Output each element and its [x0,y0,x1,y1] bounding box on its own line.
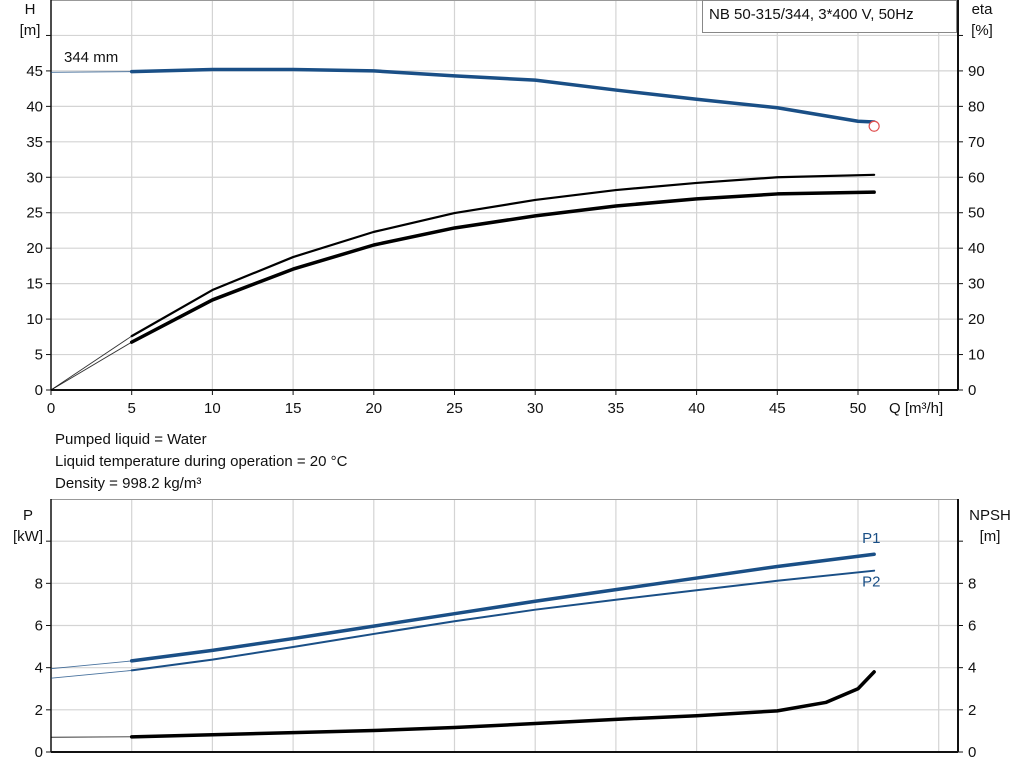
power-y-right-tick-label: 6 [968,618,976,635]
power-y-tick-label: 0 [35,744,43,761]
power-y-label: [kW] [13,528,43,545]
title-box [702,0,957,33]
hq-x-tick-label: 30 [527,400,544,417]
hq-y-tick-label: 10 [26,311,43,328]
hq-series-1-line [130,173,876,338]
hq-x-tick-label: 5 [128,400,136,417]
hq-y-tick-label: 15 [26,276,43,293]
hq-series-2-extension [50,341,132,391]
hq-x-label: Q [m³/h] [889,400,943,417]
hq-x-tick-label: 35 [608,400,625,417]
hq-series-0-extension [50,71,132,73]
density-text: Density = 998.2 kg/m³ [55,475,202,492]
hq-y-tick-label: 0 [35,382,43,399]
impeller-diameter-label: 344 mm [64,49,118,66]
hq-y-right-tick-label: 0 [968,382,976,399]
hq-y-label: H [25,1,36,18]
hq-x-tick-label: 20 [365,400,382,417]
power-series-p2-extension [50,669,132,679]
power-series-2-line [129,670,876,739]
hq-series-1-extension [50,335,132,391]
power-series-p1-extension [50,660,132,670]
hq-y-right-tick-label: 90 [968,63,985,80]
power-y-tick-label: 6 [35,618,43,635]
power-series-p2-label: P2 [862,574,880,591]
hq-y-tick-label: 5 [35,347,43,364]
power-y-right-label: [m] [980,528,1001,545]
hq-y-right-tick-label: 80 [968,98,985,115]
liquid-temperature-text: Liquid temperature during operation = 20… [55,453,348,470]
power-y-tick-label: 2 [35,702,43,719]
hq-series-2-line [129,190,876,344]
hq-y-tick-label: 25 [26,205,43,222]
hq-y-right-tick-label: 10 [968,347,985,364]
hq-y-right-tick-label: 50 [968,205,985,222]
power-series-p1-line [129,552,876,663]
power-y-right-label: NPSH [969,507,1011,524]
hq-x-tick-label: 0 [47,400,55,417]
hq-y-tick-label: 30 [26,169,43,186]
power-y-tick-label: 4 [35,660,43,677]
power-series-p1-label: P1 [862,530,880,547]
hq-y-right-label: [%] [971,22,993,39]
power-y-right-tick-label: 4 [968,660,976,677]
hq-y-tick-label: 40 [26,98,43,115]
hq-y-right-tick-label: 30 [968,276,985,293]
end-point-marker [868,120,880,132]
hq-x-tick-label: 10 [204,400,221,417]
hq-y-tick-label: 20 [26,240,43,257]
hq-y-right-tick-label: 20 [968,311,985,328]
power-y-right-tick-label: 2 [968,702,976,719]
power-y-tick-label: 8 [35,575,43,592]
power-y-label: P [23,507,33,524]
hq-y-tick-label: 35 [26,134,43,151]
hq-series-0-line [129,67,876,124]
hq-x-tick-label: 45 [769,400,786,417]
pumped-liquid-text: Pumped liquid = Water [55,431,207,448]
hq-y-right-tick-label: 60 [968,169,985,186]
hq-y-right-tick-label: 70 [968,134,985,151]
power-series-p2-line [130,569,876,672]
hq-y-right-label: eta [972,1,994,18]
power-y-right-tick-label: 8 [968,575,976,592]
hq-y-label: [m] [20,22,41,39]
chart-title: NB 50-315/344, 3*400 V, 50Hz [709,6,914,23]
hq-y-tick-label: 45 [26,63,43,80]
power-y-right-tick-label: 0 [968,744,976,761]
hq-y-right-tick-label: 40 [968,240,985,257]
hq-x-tick-label: 40 [688,400,705,417]
hq-x-tick-label: 50 [850,400,867,417]
hq-x-tick-label: 15 [285,400,302,417]
hq-x-tick-label: 25 [446,400,463,417]
